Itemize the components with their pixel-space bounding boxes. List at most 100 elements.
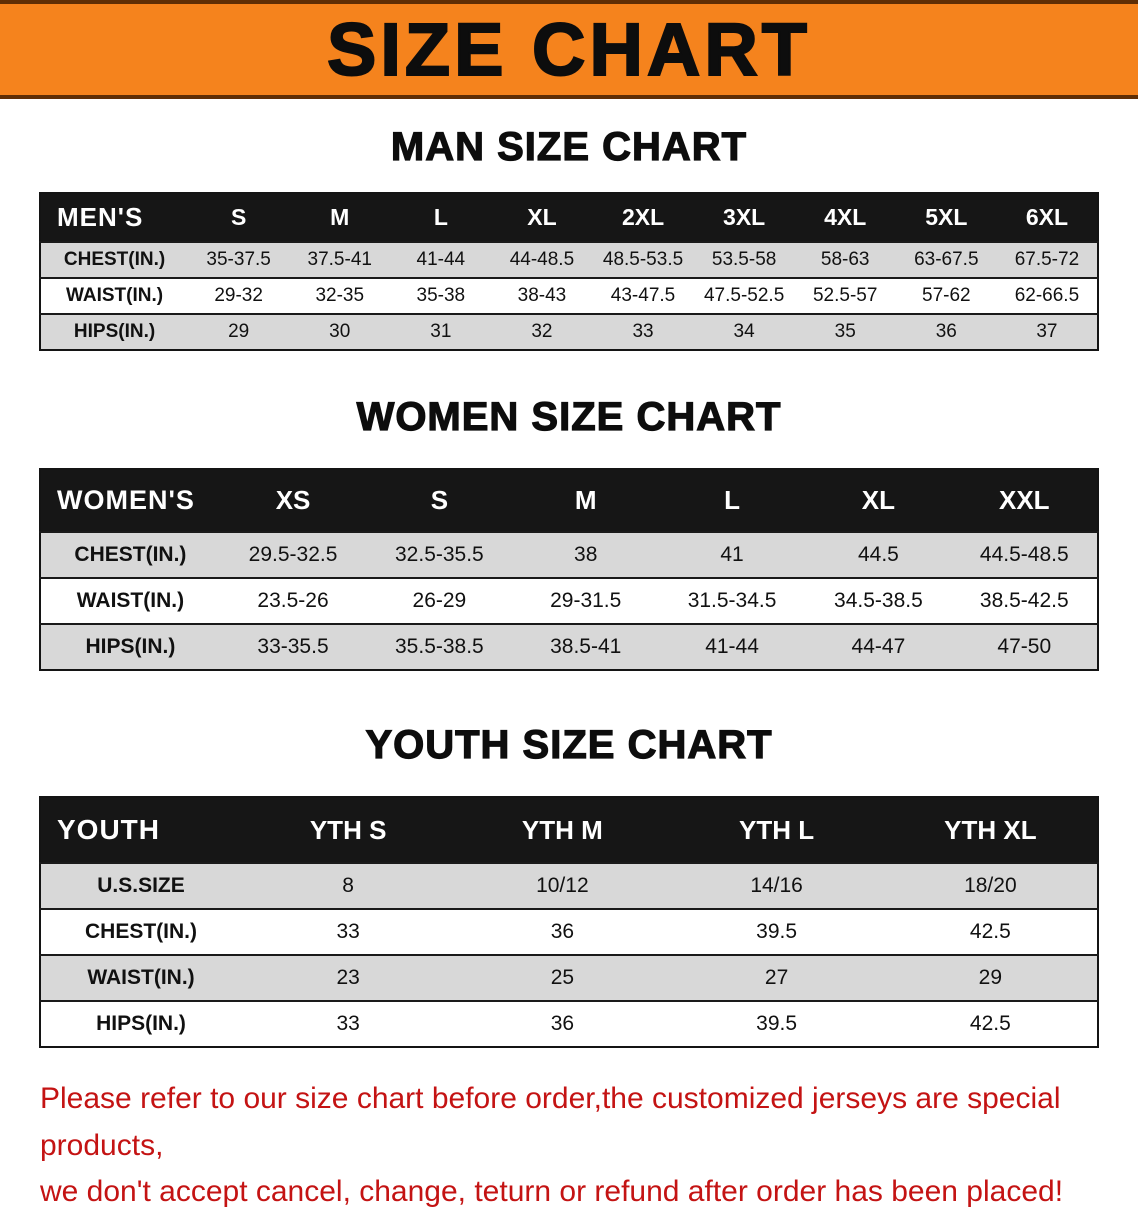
value-cell: 35-37.5 [188,241,290,278]
value-cell: 33 [241,908,456,955]
table-row: CHEST(IN.) 29.5-32.5 32.5-35.5 38 41 44.5 44.5… [40,531,1098,578]
value-cell: 23 [241,954,456,1001]
size-header-cell: 3XL [693,193,795,242]
table-header-row: MEN'S S M L XL 2XL 3XL 4XL 5XL 6XL [40,193,1098,242]
table-row: HIPS(IN.) 33 36 39.5 42.5 [40,1000,1098,1047]
table-row: CHEST(IN.) 35-37.5 37.5-41 41-44 44-48.5 48.5… [40,241,1098,278]
value-cell: 36 [455,908,670,955]
value-cell: 25 [455,954,670,1001]
value-cell: 42.5 [883,908,1098,955]
value-cell: 42.5 [883,1000,1098,1047]
value-cell: 32-35 [289,277,391,314]
disclaimer-line: Please refer to our size chart before or… [40,1082,1061,1162]
value-cell: 44-47 [805,623,952,670]
row-label-cell: HIPS(IN.) [40,1000,242,1047]
value-cell: 34.5-38.5 [805,577,952,624]
row-label-cell: HIPS(IN.) [40,313,189,350]
row-label-cell: CHEST(IN.) [40,531,220,578]
size-header-cell: 4XL [794,193,896,242]
value-cell: 35 [794,313,896,350]
table-title-cell: WOMEN'S [40,469,220,532]
men-size-table: MEN'S S M L XL 2XL 3XL 4XL 5XL 6XL CHEST(IN.) 35-37… [39,192,1099,351]
size-header-cell: L [658,469,806,532]
value-cell: 53.5-58 [693,241,795,278]
size-header-cell: 6XL [996,193,1098,242]
banner-title: SIZE CHART [326,7,811,91]
value-cell: 47.5-52.5 [693,277,795,314]
value-cell: 31 [390,313,492,350]
disclaimer-line: we don't accept cancel, change, teturn o… [40,1175,1064,1208]
row-label-cell: WAIST(IN.) [40,577,220,624]
table-row: HIPS(IN.) 33-35.5 35.5-38.5 38.5-41 41-44 44-… [40,623,1098,670]
women-size-chart-heading: WOMEN SIZE CHART [356,394,782,439]
value-cell: 48.5-53.5 [592,241,694,278]
value-cell: 44-48.5 [491,241,593,278]
value-cell: 36 [455,1000,670,1047]
value-cell: 57-62 [895,277,997,314]
value-cell: 32 [491,313,593,350]
value-cell: 39.5 [669,908,884,955]
value-cell: 38.5-42.5 [951,577,1098,624]
row-label-cell: WAIST(IN.) [40,277,189,314]
value-cell: 38.5-41 [512,623,659,670]
size-header-cell: XXL [951,469,1098,532]
size-header-cell: L [390,193,492,242]
row-label-cell: HIPS(IN.) [40,623,220,670]
value-cell: 52.5-57 [794,277,896,314]
value-cell: 41 [658,531,806,578]
value-cell: 29 [188,313,290,350]
table-row: WAIST(IN.) 23 25 27 29 [40,954,1098,1001]
size-chart-banner: SIZE CHART [0,0,1138,99]
value-cell: 31.5-34.5 [658,577,806,624]
value-cell: 32.5-35.5 [366,531,513,578]
value-cell: 33 [592,313,694,350]
value-cell: 14/16 [669,862,884,909]
value-cell: 26-29 [366,577,513,624]
row-label-cell: U.S.SIZE [40,862,242,909]
value-cell: 38-43 [491,277,593,314]
youth-size-table: YOUTH YTH S YTH M YTH L YTH XL U.S.SIZE 8 10/12… [39,796,1099,1048]
value-cell: 29-31.5 [512,577,659,624]
value-cell: 63-67.5 [895,241,997,278]
youth-size-chart-heading: YOUTH SIZE CHART [365,722,773,767]
size-header-cell: XL [491,193,593,242]
value-cell: 67.5-72 [996,241,1098,278]
row-label-cell: CHEST(IN.) [40,241,189,278]
value-cell: 35.5-38.5 [366,623,513,670]
size-header-cell: 5XL [895,193,997,242]
table-row: U.S.SIZE 8 10/12 14/16 18/20 [40,862,1098,909]
youth-size-chart-section: YOUTH SIZE CHART YOUTH YTH S YTH M YTH L YTH… [0,671,1138,1048]
value-cell: 44.5 [805,531,952,578]
man-size-chart-heading: MAN SIZE CHART [390,124,748,169]
disclaimer-text: Please refer to our size chart before or… [40,1076,1118,1216]
value-cell: 33 [241,1000,456,1047]
value-cell: 41-44 [390,241,492,278]
value-cell: 35-38 [390,277,492,314]
man-size-chart-section: MAN SIZE CHART MEN'S S M L XL 2XL 3XL 4XL 5XL 6XL… [0,99,1138,351]
value-cell: 27 [669,954,884,1001]
row-label-cell: CHEST(IN.) [40,908,242,955]
table-header-row: YOUTH YTH S YTH M YTH L YTH XL [40,797,1098,863]
size-header-cell: M [512,469,659,532]
value-cell: 36 [895,313,997,350]
value-cell: 62-66.5 [996,277,1098,314]
value-cell: 29-32 [188,277,290,314]
value-cell: 47-50 [951,623,1098,670]
size-header-cell: XL [805,469,952,532]
size-header-cell: XS [219,469,367,532]
women-size-chart-section: WOMEN SIZE CHART WOMEN'S XS S M L XL XXL CHEST(… [0,351,1138,671]
size-header-cell: 2XL [592,193,694,242]
women-size-table: WOMEN'S XS S M L XL XXL CHEST(IN.) 29.5-32.5 32.5… [39,468,1099,671]
value-cell: 30 [289,313,391,350]
value-cell: 34 [693,313,795,350]
table-title-cell: MEN'S [40,193,189,242]
value-cell: 33-35.5 [219,623,367,670]
value-cell: 37.5-41 [289,241,391,278]
size-header-cell: YTH L [669,797,884,863]
table-row: HIPS(IN.) 29 30 31 32 33 34 35 36 37 [40,313,1098,350]
value-cell: 44.5-48.5 [951,531,1098,578]
table-header-row: WOMEN'S XS S M L XL XXL [40,469,1098,532]
value-cell: 29 [883,954,1098,1001]
value-cell: 37 [996,313,1098,350]
size-header-cell: M [289,193,391,242]
